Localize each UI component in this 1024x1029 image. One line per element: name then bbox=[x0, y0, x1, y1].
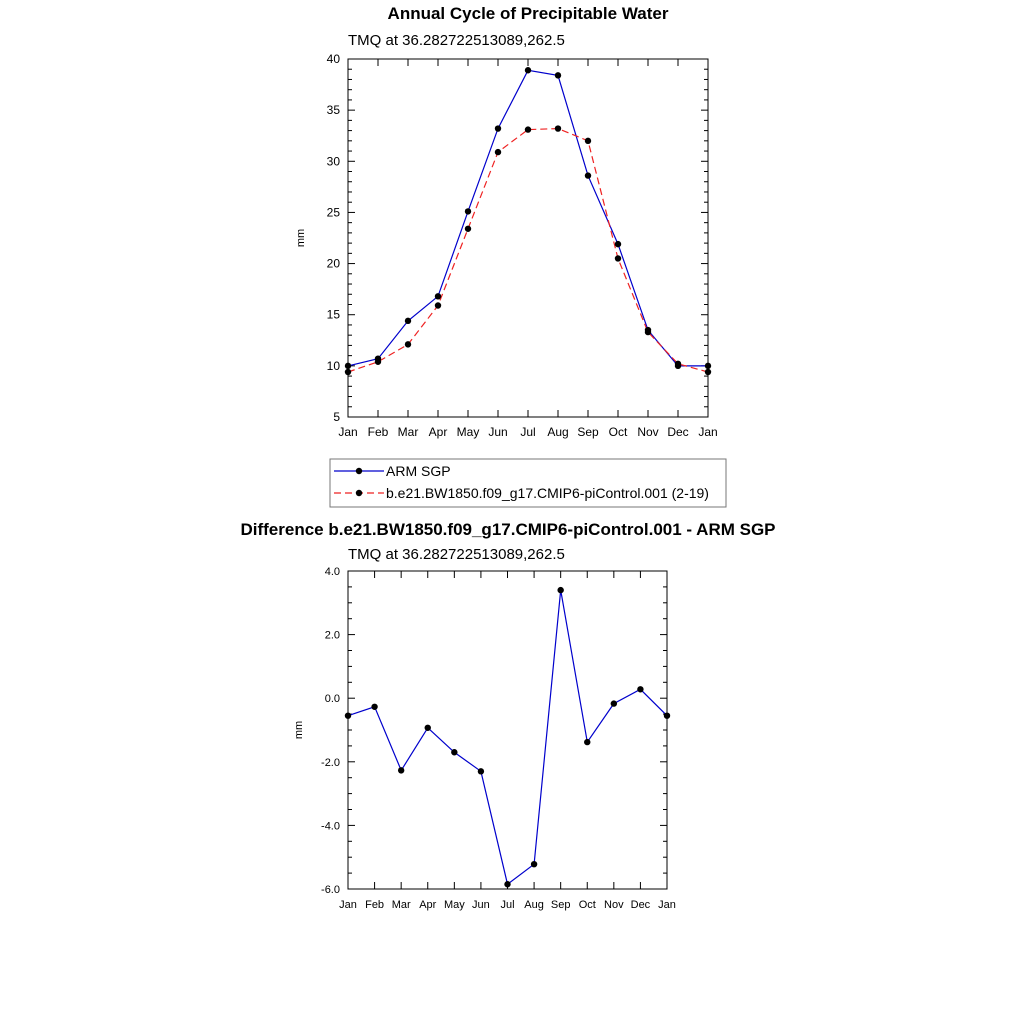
y-tick-label: 30 bbox=[327, 154, 341, 168]
data-point-series-0 bbox=[477, 768, 485, 775]
data-point-series-0 bbox=[554, 72, 562, 79]
data-point-series-0 bbox=[451, 749, 458, 756]
x-tick-label: Mar bbox=[392, 899, 411, 911]
x-tick-label: Apr bbox=[419, 899, 436, 911]
chart2-series bbox=[344, 586, 671, 888]
data-point-series-0 bbox=[584, 172, 592, 179]
data-point-series-0 bbox=[504, 881, 511, 888]
y-tick-label: -4.0 bbox=[321, 820, 340, 832]
x-tick-label: Jan bbox=[658, 899, 676, 911]
data-point-series-0 bbox=[557, 586, 564, 594]
x-tick-label: Nov bbox=[637, 425, 658, 439]
data-point-series-1 bbox=[524, 126, 532, 133]
data-point-series-0 bbox=[424, 724, 431, 731]
data-point-series-1 bbox=[374, 358, 382, 365]
data-point-series-0 bbox=[530, 860, 538, 868]
legend-label-arm-sgp: ARM SGP bbox=[386, 463, 451, 479]
chart2-subtitle: TMQ at 36.282722513089,262.5 bbox=[348, 546, 565, 563]
x-tick-label: Aug bbox=[547, 425, 568, 439]
data-point-series-0 bbox=[637, 686, 644, 693]
series-line-0 bbox=[347, 69, 708, 367]
x-tick-label: Jan bbox=[339, 899, 357, 911]
legend-box bbox=[329, 458, 727, 508]
data-point-series-1 bbox=[644, 328, 652, 336]
data-point-series-1 bbox=[434, 302, 442, 309]
y-tick-label: -6.0 bbox=[321, 884, 340, 896]
data-point-series-0 bbox=[663, 712, 671, 719]
data-point-series-0 bbox=[464, 208, 472, 215]
data-point-series-1 bbox=[494, 148, 502, 156]
legend-marker-model bbox=[355, 489, 363, 497]
data-point-series-0 bbox=[404, 317, 412, 325]
y-tick-label: 0.0 bbox=[325, 693, 340, 705]
y-tick-label: 2.0 bbox=[325, 630, 340, 642]
data-point-series-0 bbox=[494, 125, 502, 132]
data-point-series-0 bbox=[434, 293, 442, 300]
data-point-series-0 bbox=[614, 240, 622, 248]
x-tick-label: Feb bbox=[365, 899, 384, 911]
x-tick-label: Sep bbox=[577, 425, 599, 439]
chart2-y-axis-label: mm bbox=[293, 721, 305, 739]
y-tick-label: 10 bbox=[327, 359, 341, 373]
data-point-series-1 bbox=[344, 368, 352, 376]
x-tick-label: Jan bbox=[698, 425, 717, 439]
x-tick-label: Dec bbox=[667, 425, 688, 439]
data-point-series-0 bbox=[584, 738, 591, 746]
chart1-legend: ARM SGP b.e21.BW1850.f09_g17.CMIP6-piCon… bbox=[329, 458, 727, 508]
x-tick-label: Jan bbox=[338, 425, 357, 439]
data-point-series-1 bbox=[584, 137, 592, 145]
chart1-axes: 5 10 15 20 25 30 35 40 Jan Feb Mar Apr May Jun Jul Aug S… bbox=[327, 52, 718, 439]
series-line-1 bbox=[347, 127, 709, 373]
chart2-title: Difference b.e21.BW1850.f09_g17.CMIP6-pi… bbox=[240, 520, 775, 539]
data-point-series-0 bbox=[704, 362, 712, 370]
y-tick-label: 15 bbox=[327, 308, 341, 322]
data-point-series-0 bbox=[344, 362, 352, 370]
data-point-series-1 bbox=[404, 341, 412, 348]
x-tick-label: Jul bbox=[520, 425, 535, 439]
x-tick-label: Dec bbox=[631, 899, 651, 911]
x-tick-label: May bbox=[444, 899, 465, 911]
x-tick-label: Mar bbox=[398, 425, 419, 439]
chart1-title: Annual Cycle of Precipitable Water bbox=[388, 4, 669, 23]
x-tick-label: Oct bbox=[609, 425, 628, 439]
y-tick-label: 35 bbox=[327, 103, 341, 117]
data-point-series-1 bbox=[614, 255, 622, 262]
chart1-y-axis-label: mm bbox=[295, 229, 307, 247]
x-tick-label: Aug bbox=[524, 899, 544, 911]
legend-marker-arm-sgp bbox=[355, 467, 363, 475]
y-tick-label: 5 bbox=[333, 410, 340, 424]
data-point-series-1 bbox=[554, 125, 562, 132]
chart2-axes: -6.0 -4.0 -2.0 0.0 2.0 4.0 Jan Feb Mar Apr May Jun J… bbox=[321, 566, 676, 911]
x-tick-label: Apr bbox=[429, 425, 448, 439]
data-point-series-1 bbox=[704, 368, 712, 376]
y-tick-label: 40 bbox=[327, 52, 341, 66]
y-tick-label: 20 bbox=[327, 257, 341, 271]
series-line-0 bbox=[347, 589, 668, 886]
x-tick-label: Feb bbox=[368, 425, 389, 439]
data-point-series-0 bbox=[397, 767, 405, 774]
y-tick-label: 4.0 bbox=[325, 566, 340, 578]
x-tick-label: May bbox=[457, 425, 480, 439]
x-tick-label: Jun bbox=[472, 899, 490, 911]
data-point-series-0 bbox=[524, 67, 532, 74]
chart1-plot-frame bbox=[347, 58, 709, 418]
data-point-series-0 bbox=[371, 703, 378, 710]
x-tick-label: Jul bbox=[500, 899, 514, 911]
x-tick-label: Jun bbox=[488, 425, 507, 439]
data-point-series-0 bbox=[610, 700, 618, 707]
data-point-series-1 bbox=[674, 360, 682, 368]
legend-label-model: b.e21.BW1850.f09_g17.CMIP6-piControl.001… bbox=[386, 485, 709, 501]
y-tick-label: -2.0 bbox=[321, 757, 340, 769]
data-point-series-1 bbox=[464, 225, 472, 232]
y-tick-label: 25 bbox=[327, 205, 341, 219]
chart1-series bbox=[344, 67, 712, 376]
x-tick-label: Oct bbox=[579, 899, 596, 911]
data-point-series-0 bbox=[344, 712, 352, 719]
chart1-subtitle: TMQ at 36.282722513089,262.5 bbox=[348, 32, 565, 49]
x-tick-label: Nov bbox=[604, 899, 624, 911]
chart2-plot-frame bbox=[347, 570, 668, 890]
x-tick-label: Sep bbox=[551, 899, 571, 911]
